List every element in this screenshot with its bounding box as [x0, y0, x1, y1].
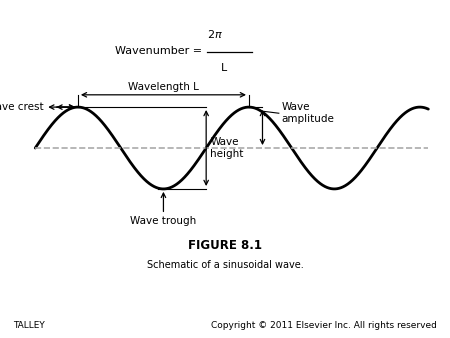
Point [249, 50, 255, 54]
Text: Wavelength L: Wavelength L [128, 81, 199, 92]
Text: $2\pi$: $2\pi$ [207, 28, 223, 40]
Text: L: L [220, 63, 227, 73]
Text: Schematic of a sinusoidal wave.: Schematic of a sinusoidal wave. [147, 260, 303, 270]
Text: Wave
amplitude: Wave amplitude [282, 102, 334, 124]
Text: Wave trough: Wave trough [130, 216, 197, 225]
Text: FIGURE 8.1: FIGURE 8.1 [188, 239, 262, 251]
Text: Wave
height: Wave height [210, 137, 243, 159]
Text: Wave crest: Wave crest [0, 102, 44, 112]
Text: TALLEY: TALLEY [14, 320, 45, 330]
Text: Wavenumber =: Wavenumber = [115, 46, 202, 56]
Point [204, 50, 210, 54]
Text: Copyright © 2011 Elsevier Inc. All rights reserved: Copyright © 2011 Elsevier Inc. All right… [211, 320, 436, 330]
